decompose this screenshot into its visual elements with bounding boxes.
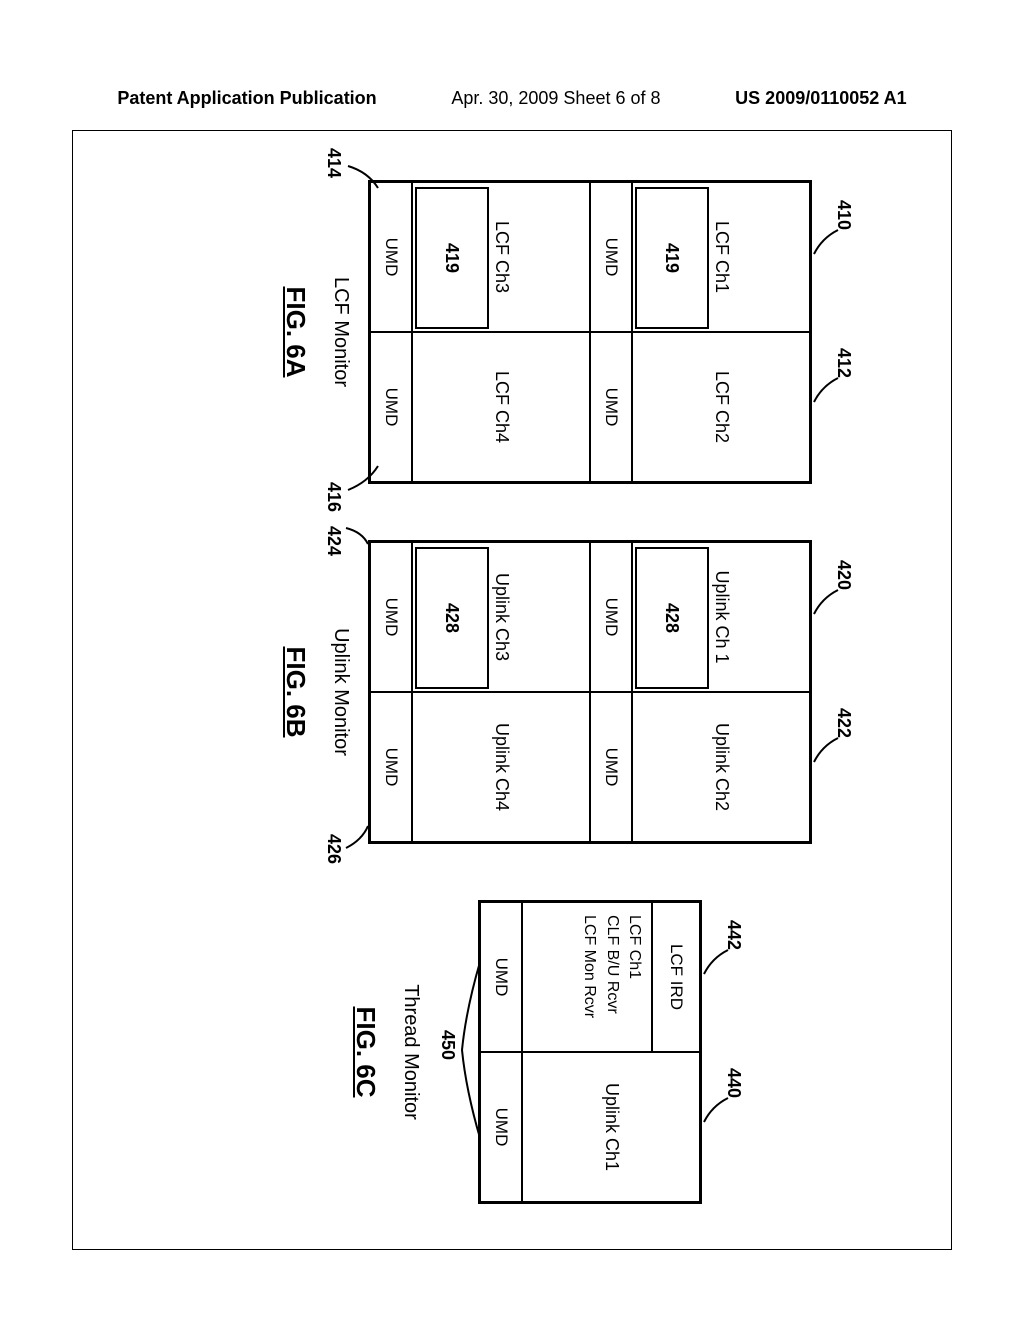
uplink-cell-3-sub: UMD [371,543,413,691]
header-right-text: US 2009/0110052 A1 [735,88,906,109]
uplink-cell-2: Uplink Ch2 UMD [590,692,810,842]
lcf-cell-4: LCF Ch4 UMD [370,332,590,482]
thread-cell-2-sub: UMD [481,1053,523,1201]
uplink-cell-1-sub: UMD [591,543,633,691]
lcf-monitor-grid: LCF Ch1 419 UMD LCF Ch2 UMD LCF Ch3 419 … [368,180,812,484]
ref-419b: 419 [442,243,463,273]
ref-419a: 419 [662,243,683,273]
leader-412 [810,376,840,406]
ref-426: 426 [323,834,344,864]
ref-414: 414 [323,148,344,178]
fig-6a-label: FIG. 6A [280,286,311,377]
thread-cell-1-sub: UMD [481,903,523,1051]
ref-412: 412 [833,348,854,378]
inner-box-419b: 419 [415,187,489,329]
uplink-cell-4: Uplink Ch4 UMD [370,692,590,842]
brace-426 [342,820,372,860]
ref-420: 420 [833,560,854,590]
uplink-cell-2-sub: UMD [591,693,633,841]
header-left-text: Patent Application Publication [117,88,376,109]
lcf-cell-1: LCF Ch1 419 UMD [590,182,810,332]
thread-cell-1-main: LCF Ch1 CLF B/U Rcvr LCF Mon Rcvr [523,903,651,1051]
ref-410: 410 [833,200,854,230]
uplink-cell-4-sub: UMD [371,693,413,841]
lcf-monitor-group: 410 412 LCF Ch1 419 UMD LCF Ch2 UMD LCF … [280,180,812,484]
lcf-cell-4-sub: UMD [371,333,413,481]
lcf-cell-2: LCF Ch2 UMD [590,332,810,482]
lcf-monitor-caption: LCF Monitor [329,277,352,387]
lcf-cell-4-main: LCF Ch4 [413,333,589,481]
brace-416 [342,460,382,500]
thread-cell-1-top: LCF IRD [651,903,699,1051]
page-border: 410 412 LCF Ch1 419 UMD LCF Ch2 UMD LCF … [72,130,952,1250]
ref-424: 424 [323,526,344,556]
fig-6b-label: FIG. 6B [280,646,311,737]
page-header: Patent Application Publication Apr. 30, … [0,88,1024,109]
lcf-cell-1-sub: UMD [591,183,633,331]
leader-442 [700,948,730,978]
leader-440 [700,1096,730,1126]
uplink-monitor-caption: Uplink Monitor [329,628,352,756]
ref-428b: 428 [442,603,463,633]
brace-414 [342,160,382,200]
uplink-cell-1: Uplink Ch 1 428 UMD [590,542,810,692]
inner-box-419a: 419 [635,187,709,329]
thread-cell-2: Uplink Ch1 UMD [480,1052,700,1202]
uplink-cell-4-main: Uplink Ch4 [413,693,589,841]
thread-monitor-group: 442 440 LCF IRD LCF Ch1 CLF B/U Rcvr LCF… [350,900,702,1204]
header-center-text: Apr. 30, 2009 Sheet 6 of 8 [451,88,660,109]
ref-422: 422 [833,708,854,738]
uplink-cell-3: Uplink Ch3 428 UMD [370,542,590,692]
thread-monitor-caption: Thread Monitor [399,984,422,1120]
leader-410 [810,228,840,258]
ref-428a: 428 [662,603,683,633]
inner-box-428b: 428 [415,547,489,689]
uplink-cell-2-main: Uplink Ch2 [633,693,809,841]
lcf-cell-3-sub: UMD [371,183,413,331]
uplink-monitor-grid: Uplink Ch 1 428 UMD Uplink Ch2 UMD Uplin… [368,540,812,844]
thread-cell-2-main: Uplink Ch1 [523,1053,699,1201]
brace-424 [342,520,372,560]
leader-420 [810,588,840,618]
inner-box-428a: 428 [635,547,709,689]
brace-450 [454,960,484,1140]
ref-442: 442 [723,920,744,950]
diagram-area: 410 412 LCF Ch1 419 UMD LCF Ch2 UMD LCF … [152,180,872,1200]
lcf-cell-3: LCF Ch3 419 UMD [370,182,590,332]
fig-6c-label: FIG. 6C [350,1006,381,1097]
ref-440: 440 [723,1068,744,1098]
lcf-cell-2-sub: UMD [591,333,633,481]
leader-422 [810,736,840,766]
ref-416: 416 [323,482,344,512]
ref-450: 450 [437,1030,458,1060]
lcf-cell-2-main: LCF Ch2 [633,333,809,481]
thread-monitor-grid: LCF IRD LCF Ch1 CLF B/U Rcvr LCF Mon Rcv… [478,900,702,1204]
thread-cell-1: LCF IRD LCF Ch1 CLF B/U Rcvr LCF Mon Rcv… [480,902,700,1052]
uplink-monitor-group: 420 422 Uplink Ch 1 428 UMD Uplink Ch2 U… [280,540,812,844]
